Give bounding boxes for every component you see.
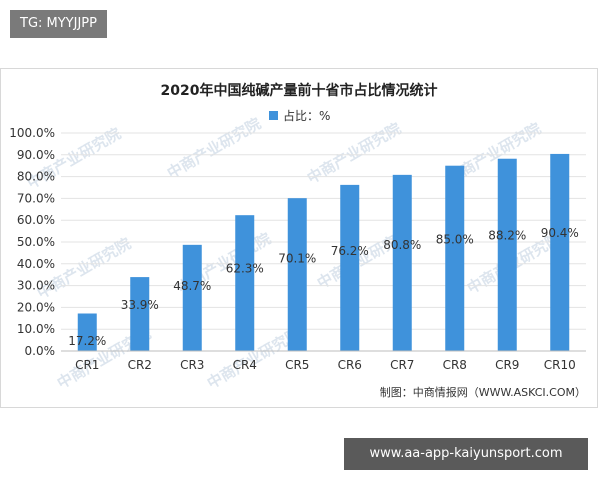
y-tick-label: 50.0% (17, 235, 55, 249)
x-tick-label: CR3 (180, 358, 204, 372)
y-tick-label: 20.0% (17, 300, 55, 314)
bar-cr3 (182, 244, 202, 351)
bar-cr2 (130, 277, 150, 351)
data-label: 70.1% (278, 252, 316, 266)
y-tick-label: 90.0% (17, 148, 55, 162)
y-tick-label: 70.0% (17, 191, 55, 205)
x-axis: CR1 CR2 CR3 CR4 CR5 CR6 CR7 CR8 CR9 CR10 (61, 350, 586, 372)
legend-swatch (269, 111, 278, 120)
data-label: 33.9% (121, 298, 159, 312)
footer-tag: www.aa-app-kaiyunsport.com (344, 438, 588, 470)
x-tick-label: CR1 (75, 358, 99, 372)
y-tick-label: 10.0% (17, 322, 55, 336)
bar-cr1 (77, 313, 97, 351)
bar-cr6 (340, 184, 360, 351)
y-tick-label: 0.0% (25, 344, 56, 358)
y-axis: 0.0% 10.0% 20.0% 30.0% 40.0% 50.0% 60.0% 70.0% 8… (9, 126, 55, 358)
bar-cr7 (392, 174, 412, 351)
x-tick-label: CR4 (233, 358, 257, 372)
data-label: 90.4% (541, 226, 579, 240)
header-tag: TG: MYYJJPP (10, 10, 107, 38)
x-tick-label: CR2 (128, 358, 152, 372)
y-tick-label: 100.0% (9, 126, 55, 140)
watermark-text: 中商产业研究院 (164, 114, 264, 182)
bar-cr10 (550, 153, 570, 351)
y-tick-label: 60.0% (17, 213, 55, 227)
data-label: 17.2% (68, 334, 106, 348)
chart-frame: 中商产业研究院 中商产业研究院 中商产业研究院 中商产业研究院 中商产业研究院 中商产业研… (0, 68, 598, 408)
data-labels: 17.2% 33.9% 48.7% 62.3% 70.1% 76.2% 80.8% 85.0%… (68, 226, 579, 348)
y-tick-label: 30.0% (17, 279, 55, 293)
y-tick-label: 40.0% (17, 257, 55, 271)
chart-title: 2020年中国纯碱产量前十省市占比情况统计 (161, 82, 438, 99)
bar-cr8 (445, 165, 465, 351)
data-label: 88.2% (488, 229, 526, 243)
x-tick-label: CR5 (285, 358, 309, 372)
data-label: 80.8% (383, 238, 421, 252)
bars (77, 153, 570, 351)
watermark-text: 中商产业研究院 (304, 119, 404, 187)
legend-label: 占比：% (283, 108, 330, 123)
source-note: 制图：中商情报网（WWW.ASKCI.COM） (380, 385, 586, 399)
data-label: 76.2% (331, 244, 369, 258)
x-tick-label: CR9 (495, 358, 519, 372)
x-tick-label: CR7 (390, 358, 414, 372)
x-tick-label: CR10 (544, 358, 576, 372)
bar-cr9 (497, 158, 517, 351)
bar-cr5 (287, 198, 307, 351)
data-label: 85.0% (436, 233, 474, 247)
x-tick-label: CR6 (338, 358, 362, 372)
data-label: 62.3% (226, 262, 264, 276)
bar-cr4 (235, 215, 255, 351)
data-label: 48.7% (173, 279, 211, 293)
y-tick-label: 80.0% (17, 170, 55, 184)
x-tick-label: CR8 (443, 358, 467, 372)
